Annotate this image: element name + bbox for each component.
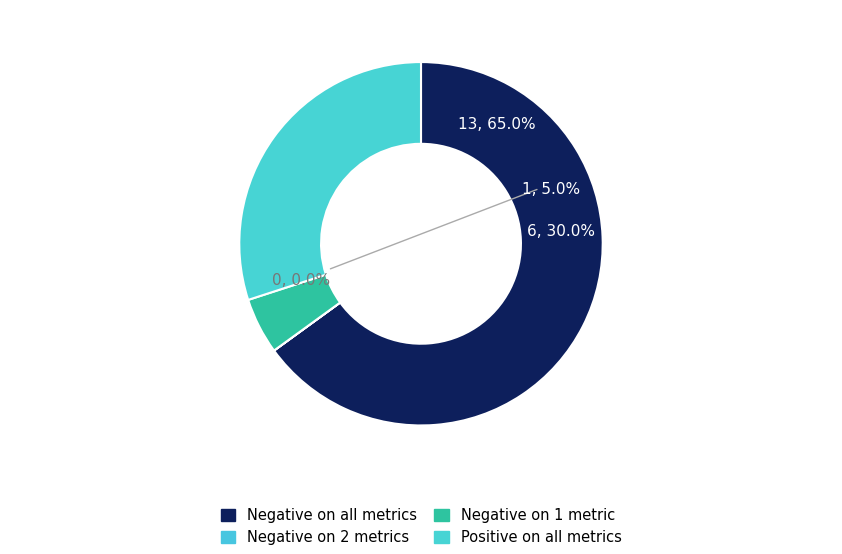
Wedge shape [274,302,340,351]
Wedge shape [248,275,340,351]
Wedge shape [274,62,603,425]
Text: 13, 65.0%: 13, 65.0% [458,117,536,132]
Text: 6, 30.0%: 6, 30.0% [527,224,595,239]
Text: 0, 0.0%: 0, 0.0% [272,189,537,288]
Legend: Negative on all metrics, Negative on 2 metrics, Negative on 1 metric, Positive o: Negative on all metrics, Negative on 2 m… [221,508,621,545]
Text: 1, 5.0%: 1, 5.0% [522,182,580,197]
Wedge shape [239,62,421,300]
